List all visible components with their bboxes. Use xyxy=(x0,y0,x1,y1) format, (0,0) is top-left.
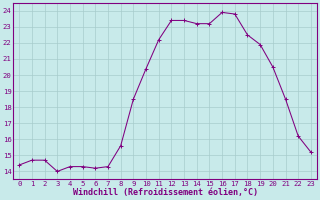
X-axis label: Windchill (Refroidissement éolien,°C): Windchill (Refroidissement éolien,°C) xyxy=(73,188,258,197)
